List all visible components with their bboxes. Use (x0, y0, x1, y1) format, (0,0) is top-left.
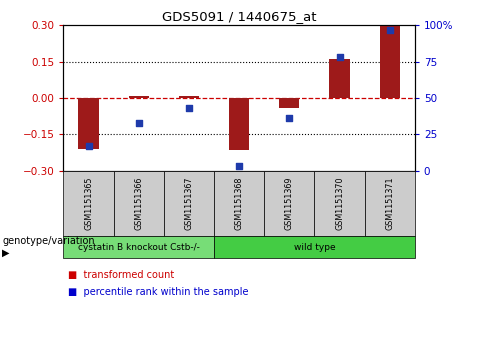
Text: ■  percentile rank within the sample: ■ percentile rank within the sample (68, 287, 249, 297)
Text: wild type: wild type (294, 243, 335, 252)
Text: GSM1151369: GSM1151369 (285, 176, 294, 230)
Text: GSM1151366: GSM1151366 (134, 176, 143, 230)
Bar (229, 98, 249, 150)
Text: GSM1151365: GSM1151365 (84, 176, 93, 230)
Point (285, 115, 293, 121)
Bar (279, 98, 299, 108)
Text: cystatin B knockout Cstb-/-: cystatin B knockout Cstb-/- (78, 243, 200, 252)
Text: GSM1151368: GSM1151368 (235, 176, 244, 230)
Point (135, 120, 142, 126)
Bar (329, 59, 349, 98)
Text: GSM1151367: GSM1151367 (184, 176, 193, 230)
Bar (79, 98, 99, 149)
Text: genotype/variation
▶: genotype/variation ▶ (2, 236, 95, 258)
Bar (179, 95, 199, 98)
Point (84, 143, 92, 149)
Point (185, 105, 193, 111)
Title: GDS5091 / 1440675_at: GDS5091 / 1440675_at (162, 10, 316, 23)
Text: GSM1151371: GSM1151371 (385, 176, 394, 230)
Point (336, 54, 344, 60)
Text: GSM1151370: GSM1151370 (335, 176, 344, 230)
Point (235, 163, 243, 169)
Text: ■  transformed count: ■ transformed count (68, 270, 175, 280)
Bar (380, 25, 400, 98)
Bar (129, 95, 149, 98)
Point (386, 27, 394, 33)
